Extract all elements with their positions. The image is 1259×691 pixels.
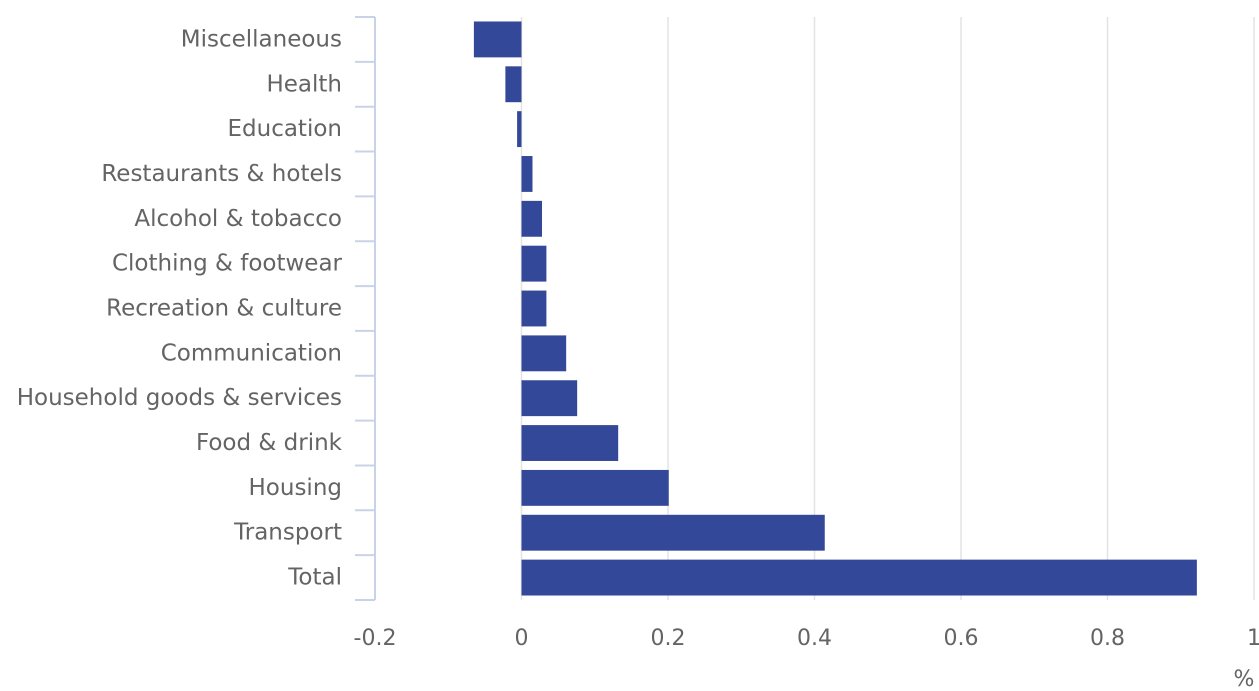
bar: [517, 111, 522, 148]
bar: [505, 66, 522, 103]
bar: [521, 290, 547, 327]
bar: [521, 559, 1197, 596]
category-label: Alcohol & tobacco: [134, 206, 342, 232]
x-tick-label: -0.2: [354, 626, 397, 651]
category-label: Clothing & footwear: [112, 251, 343, 277]
bar: [521, 514, 825, 551]
category-labels: Miscellaneous Health Education Restaurants …: [17, 26, 343, 590]
category-label: Transport: [233, 520, 342, 546]
bar: [521, 425, 619, 461]
x-tick-label: 1: [1247, 626, 1259, 651]
bar: [473, 21, 522, 58]
bar: [521, 469, 669, 506]
x-tick-label: 0: [515, 626, 529, 651]
x-tick-label: 0.4: [797, 626, 832, 651]
category-label: Restaurants & hotels: [101, 161, 342, 187]
bars: [473, 21, 1197, 596]
category-label: Miscellaneous: [181, 26, 342, 52]
bar: [521, 156, 533, 192]
category-label: Communication: [161, 340, 342, 366]
x-tick-label: 0.8: [1090, 626, 1125, 651]
x-unit-label: %: [1234, 667, 1255, 691]
category-label: Food & drink: [196, 430, 343, 456]
category-axis: [355, 16, 376, 601]
category-label: Housing: [249, 475, 343, 501]
category-label: Total: [287, 565, 342, 591]
x-tick-label: 0.2: [651, 626, 686, 651]
bar: [521, 200, 543, 237]
category-label: Recreation & culture: [106, 296, 342, 322]
bar: [521, 380, 578, 417]
bar: [521, 245, 547, 282]
category-label: Household goods & services: [17, 385, 342, 411]
bar: [521, 335, 567, 372]
gridlines: [520, 17, 1255, 600]
category-label: Health: [266, 71, 342, 97]
x-tick-label: 0.6: [944, 626, 979, 651]
category-label: Education: [227, 116, 342, 142]
x-tick-labels: -0.2 0 0.2 0.4 0.6 0.8 1: [354, 626, 1259, 651]
